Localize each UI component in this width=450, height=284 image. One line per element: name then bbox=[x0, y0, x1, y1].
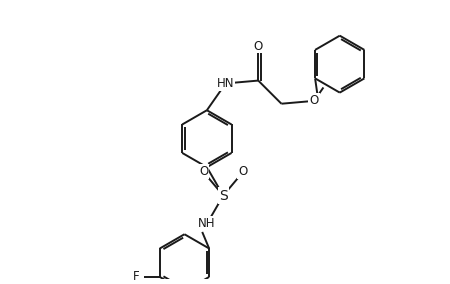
Text: F: F bbox=[133, 270, 140, 283]
Text: O: O bbox=[199, 165, 208, 178]
Text: NH: NH bbox=[198, 217, 216, 230]
Text: O: O bbox=[254, 39, 263, 53]
Text: S: S bbox=[219, 189, 228, 202]
Text: O: O bbox=[238, 165, 248, 178]
Text: O: O bbox=[310, 94, 319, 107]
Text: HN: HN bbox=[217, 77, 234, 90]
